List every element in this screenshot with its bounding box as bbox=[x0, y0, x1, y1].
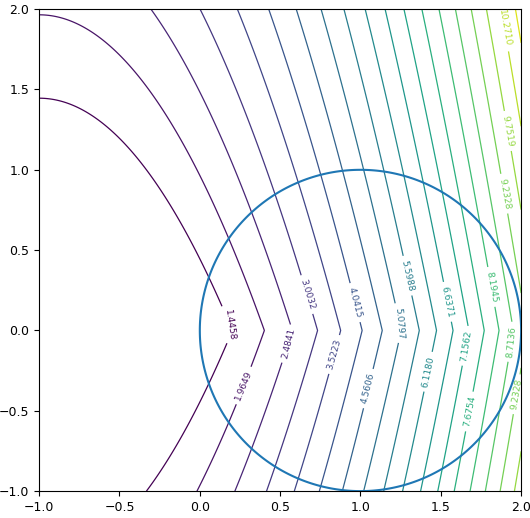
Text: 4.0415: 4.0415 bbox=[347, 286, 364, 319]
Text: 9.7519: 9.7519 bbox=[501, 114, 515, 147]
Text: 2.4841: 2.4841 bbox=[280, 327, 296, 360]
Text: 1.9649: 1.9649 bbox=[234, 369, 254, 402]
Text: 5.0797: 5.0797 bbox=[394, 307, 405, 339]
Text: 1.4458: 1.4458 bbox=[223, 309, 237, 341]
Text: 6.1180: 6.1180 bbox=[420, 355, 436, 388]
Text: 3.5223: 3.5223 bbox=[325, 338, 343, 371]
Text: 4.5606: 4.5606 bbox=[360, 372, 376, 405]
Text: 7.6754: 7.6754 bbox=[462, 395, 477, 428]
Text: 7.1562: 7.1562 bbox=[459, 329, 473, 362]
Text: 10.2710: 10.2710 bbox=[497, 9, 512, 47]
Text: 9.2328: 9.2328 bbox=[497, 178, 511, 210]
Text: 8.7136: 8.7136 bbox=[505, 325, 518, 358]
Text: 8.1945: 8.1945 bbox=[484, 270, 499, 303]
Text: 6.6371: 6.6371 bbox=[440, 285, 455, 318]
Text: 5.5988: 5.5988 bbox=[400, 259, 416, 292]
Text: 9.2328: 9.2328 bbox=[509, 378, 524, 410]
Text: 3.0032: 3.0032 bbox=[298, 278, 316, 311]
